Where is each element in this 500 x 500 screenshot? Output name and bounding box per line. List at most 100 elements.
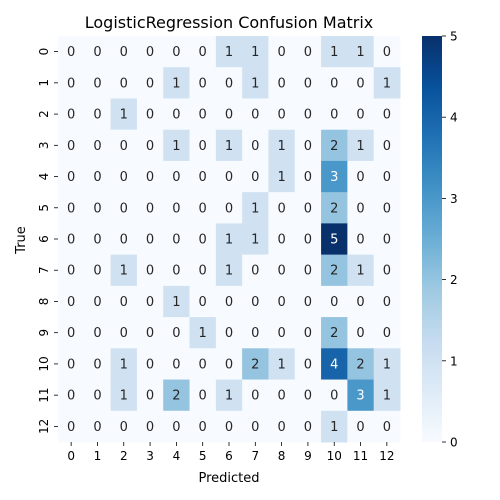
heatmap-cell-2-9 xyxy=(294,98,322,131)
cell-label-2-11: 0 xyxy=(356,108,364,123)
heatmap-cell-2-1 xyxy=(84,98,112,131)
heatmap-cell-5-7 xyxy=(242,192,269,224)
heatmap-cell-11-5 xyxy=(189,379,217,412)
heatmap-cell-3-11 xyxy=(347,129,375,162)
cell-label-2-9: 0 xyxy=(304,108,312,123)
heatmap-cell-5-10 xyxy=(321,192,348,224)
heatmap-cell-4-8 xyxy=(268,160,296,193)
cell-label-2-7: 0 xyxy=(251,108,259,123)
cell-label-10-3: 0 xyxy=(146,357,154,372)
heatmap-cell-4-2 xyxy=(110,160,138,193)
cell-label-7-8: 0 xyxy=(277,264,285,279)
heatmap-cell-0-8 xyxy=(268,36,296,68)
cell-label-1-5: 0 xyxy=(199,76,207,91)
heatmap-cell-6-2 xyxy=(110,223,138,256)
cell-label-9-2: 0 xyxy=(120,326,128,341)
heatmap-cell-12-4 xyxy=(163,410,191,443)
cell-label-10-5: 0 xyxy=(199,357,207,372)
cell-label-12-11: 0 xyxy=(356,420,364,435)
cell-label-7-5: 0 xyxy=(199,264,207,279)
cell-label-4-0: 0 xyxy=(67,170,75,185)
x-tick-label: 6 xyxy=(225,449,233,463)
heatmap-cell-10-1 xyxy=(84,348,112,381)
cell-label-5-12: 0 xyxy=(383,201,391,216)
heatmap-cell-11-7 xyxy=(242,379,269,412)
heatmap-cell-2-7 xyxy=(242,98,269,131)
heatmap-cell-2-10 xyxy=(321,98,348,131)
heatmap-cell-6-6 xyxy=(215,223,243,256)
heatmap-cell-1-9 xyxy=(294,67,322,99)
cell-label-11-8: 0 xyxy=(277,389,285,404)
heatmap-cell-11-6 xyxy=(215,379,243,412)
cell-label-4-10: 3 xyxy=(330,170,338,185)
heatmap-cell-6-8 xyxy=(268,223,296,256)
heatmap-cell-5-4 xyxy=(163,192,191,224)
heatmap-cell-10-11 xyxy=(347,348,375,381)
cell-label-3-9: 0 xyxy=(304,139,312,154)
cell-label-1-6: 0 xyxy=(225,76,233,91)
colorbar xyxy=(422,36,442,442)
cell-label-11-2: 1 xyxy=(120,389,128,404)
heatmap-cell-6-7 xyxy=(242,223,269,256)
heatmap-cell-10-10 xyxy=(321,348,348,381)
heatmap-cell-8-3 xyxy=(136,285,164,318)
cell-label-8-12: 0 xyxy=(383,295,391,310)
cell-label-0-8: 0 xyxy=(277,45,285,60)
heatmap-cell-5-12 xyxy=(373,192,401,224)
heatmap-cell-4-9 xyxy=(294,160,322,193)
heatmap-cell-7-4 xyxy=(163,254,191,287)
heatmap-cell-5-2 xyxy=(110,192,138,224)
heatmap-cell-0-0 xyxy=(58,36,85,68)
heatmap-cell-7-12 xyxy=(373,254,401,287)
y-tick-label: 9 xyxy=(37,329,51,337)
heatmap-cell-4-11 xyxy=(347,160,375,193)
heatmap-cell-3-0 xyxy=(58,129,85,162)
cell-label-7-11: 1 xyxy=(356,264,364,279)
heatmap-cell-9-8 xyxy=(268,317,296,349)
cell-label-11-0: 0 xyxy=(67,389,75,404)
heatmap-cell-9-4 xyxy=(163,317,191,349)
cell-label-3-3: 0 xyxy=(146,139,154,154)
cell-label-1-1: 0 xyxy=(93,76,101,91)
cell-label-6-10: 5 xyxy=(330,233,338,248)
heatmap-cell-6-0 xyxy=(58,223,85,256)
cell-label-9-5: 1 xyxy=(199,326,207,341)
cell-label-10-1: 0 xyxy=(93,357,101,372)
cell-label-5-3: 0 xyxy=(146,201,154,216)
cell-label-10-6: 0 xyxy=(225,357,233,372)
cell-label-1-10: 0 xyxy=(330,76,338,91)
colorbar-ticks: 0 1 2 3 4 5 xyxy=(442,30,458,450)
heatmap-cell-11-11 xyxy=(347,379,375,412)
heatmap-cell-0-3 xyxy=(136,36,164,68)
heatmap-cell-7-10 xyxy=(321,254,348,287)
cell-label-4-7: 0 xyxy=(251,170,259,185)
heatmap-cell-1-4 xyxy=(163,67,191,99)
cell-label-7-12: 0 xyxy=(383,264,391,279)
heatmap-cell-9-9 xyxy=(294,317,322,349)
heatmap-cells: 0 0 0 0 0 0 1 1 0 0 1 1 0 0 0 0 0 1 0 0 1 0 0 0 0 1 0 0 1 0 0 0 0 0 0 0 0 0 0 0… xyxy=(58,36,401,443)
heatmap-cell-3-9 xyxy=(294,129,322,162)
cell-label-3-4: 1 xyxy=(172,139,180,154)
heatmap-cell-9-6 xyxy=(215,317,243,349)
heatmap-cell-8-4 xyxy=(163,285,191,318)
heatmap-cell-8-0 xyxy=(58,285,85,318)
cell-label-9-12: 0 xyxy=(383,326,391,341)
heatmap-cell-12-1 xyxy=(84,410,112,443)
heatmap-cell-11-8 xyxy=(268,379,296,412)
cell-label-10-0: 0 xyxy=(67,357,75,372)
cell-label-4-2: 0 xyxy=(120,170,128,185)
cell-label-10-2: 1 xyxy=(120,357,128,372)
cell-label-3-6: 1 xyxy=(225,139,233,154)
heatmap-cell-3-8 xyxy=(268,129,296,162)
heatmap-cell-0-11 xyxy=(347,36,375,68)
x-tick-label: 8 xyxy=(278,449,286,463)
cell-label-9-11: 0 xyxy=(356,326,364,341)
heatmap-cell-4-1 xyxy=(84,160,112,193)
cell-label-2-6: 0 xyxy=(225,108,233,123)
x-tick-label: 4 xyxy=(173,449,181,463)
heatmap-cell-0-7 xyxy=(242,36,269,68)
heatmap-cell-3-7 xyxy=(242,129,269,162)
heatmap-cell-4-4 xyxy=(163,160,191,193)
cell-label-11-11: 3 xyxy=(356,389,364,404)
cell-label-12-3: 0 xyxy=(146,420,154,435)
